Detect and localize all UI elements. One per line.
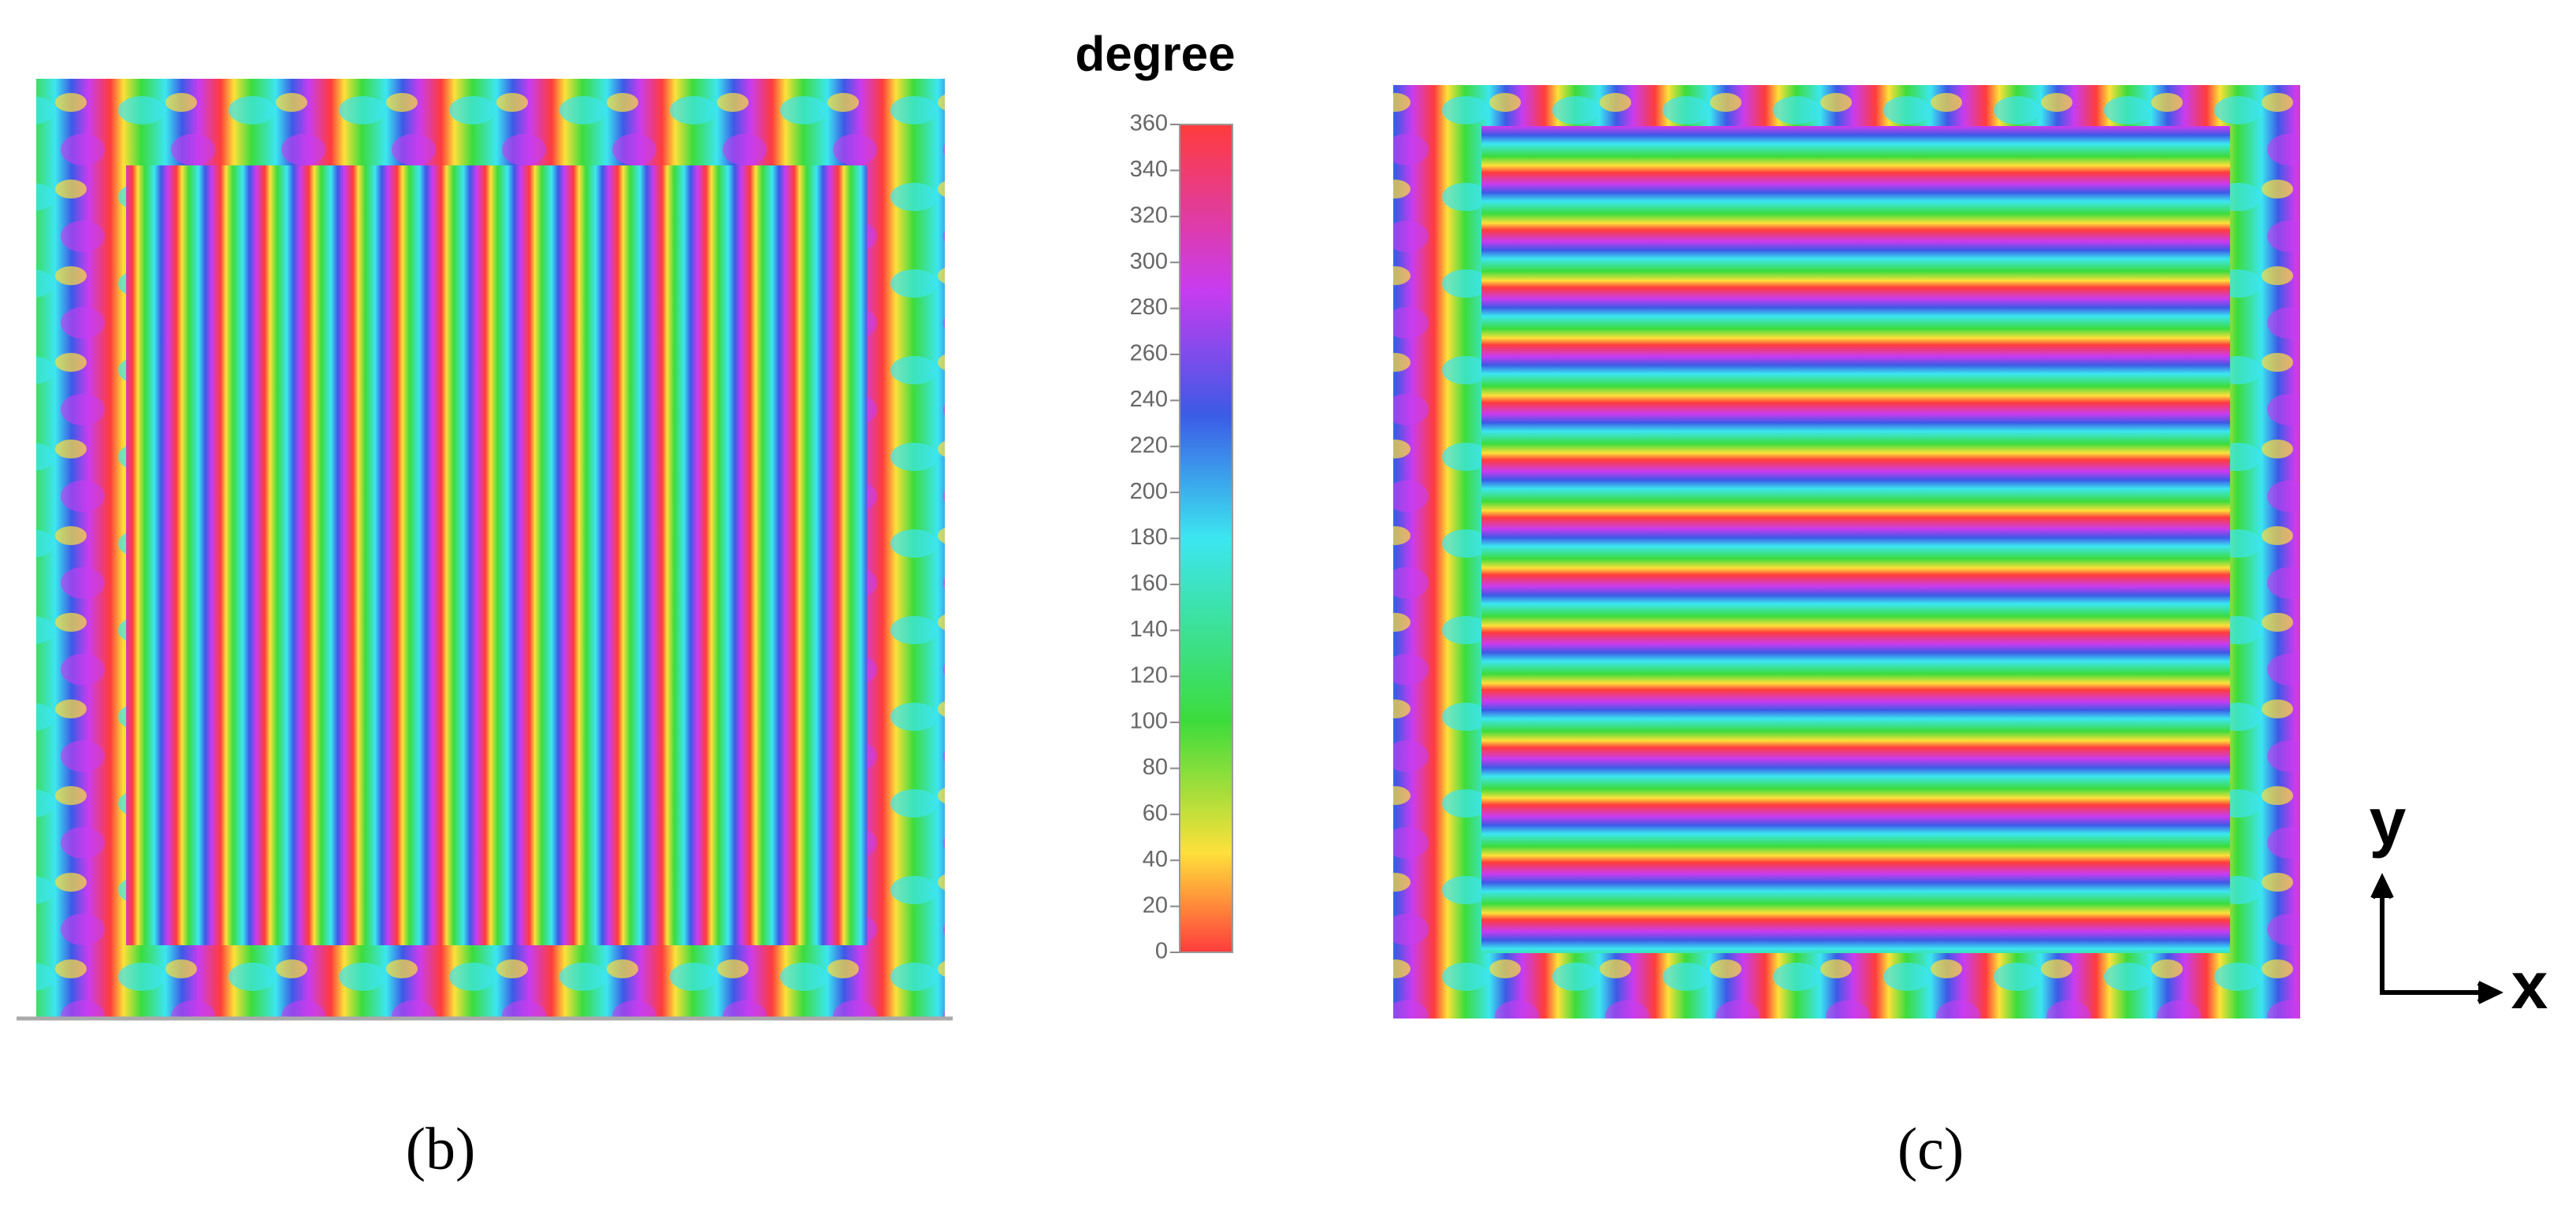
tick-label: 140 bbox=[1130, 617, 1168, 642]
tick-label: 320 bbox=[1130, 202, 1168, 228]
tick-label: 100 bbox=[1130, 709, 1168, 734]
arrowhead bbox=[2370, 873, 2394, 900]
tick-label: 40 bbox=[1143, 847, 1168, 872]
tick-label: 180 bbox=[1130, 525, 1168, 550]
tick-label: 300 bbox=[1130, 249, 1168, 274]
tick-label: 160 bbox=[1130, 571, 1168, 596]
phase-map-c bbox=[1393, 85, 2300, 1018]
tick-label: 360 bbox=[1130, 111, 1168, 136]
colorbar-label: degree bbox=[1075, 27, 1235, 81]
phase-map-b bbox=[17, 79, 953, 1021]
tick-label: 0 bbox=[1155, 939, 1168, 964]
colorbar bbox=[1179, 124, 1233, 953]
tick-label: 20 bbox=[1143, 892, 1168, 918]
panel-label: (c) bbox=[1898, 1116, 1964, 1182]
tick-label: 120 bbox=[1130, 662, 1168, 688]
map-stripes bbox=[1481, 126, 2230, 953]
tick-label: 220 bbox=[1130, 432, 1168, 458]
tick-label: 280 bbox=[1130, 295, 1168, 320]
colorbar-ticks: 0 20 40 60 80 100 120 140 160 180 200 220 240 260 280 3… bbox=[1130, 111, 1180, 964]
tick-label: 340 bbox=[1130, 157, 1168, 182]
axis-label-x: x bbox=[2511, 948, 2548, 1022]
tick-label: 240 bbox=[1130, 387, 1168, 412]
tick-label: 80 bbox=[1143, 755, 1168, 780]
arrowhead bbox=[2477, 981, 2504, 1004]
map-stripes bbox=[126, 165, 867, 945]
tick-label: 60 bbox=[1143, 800, 1168, 826]
tick-label: 260 bbox=[1130, 341, 1168, 366]
tick-label: 200 bbox=[1130, 479, 1168, 504]
axis-label-y: y bbox=[2370, 785, 2407, 859]
panel-label: (b) bbox=[406, 1116, 476, 1182]
axes-icon bbox=[2370, 873, 2504, 1004]
